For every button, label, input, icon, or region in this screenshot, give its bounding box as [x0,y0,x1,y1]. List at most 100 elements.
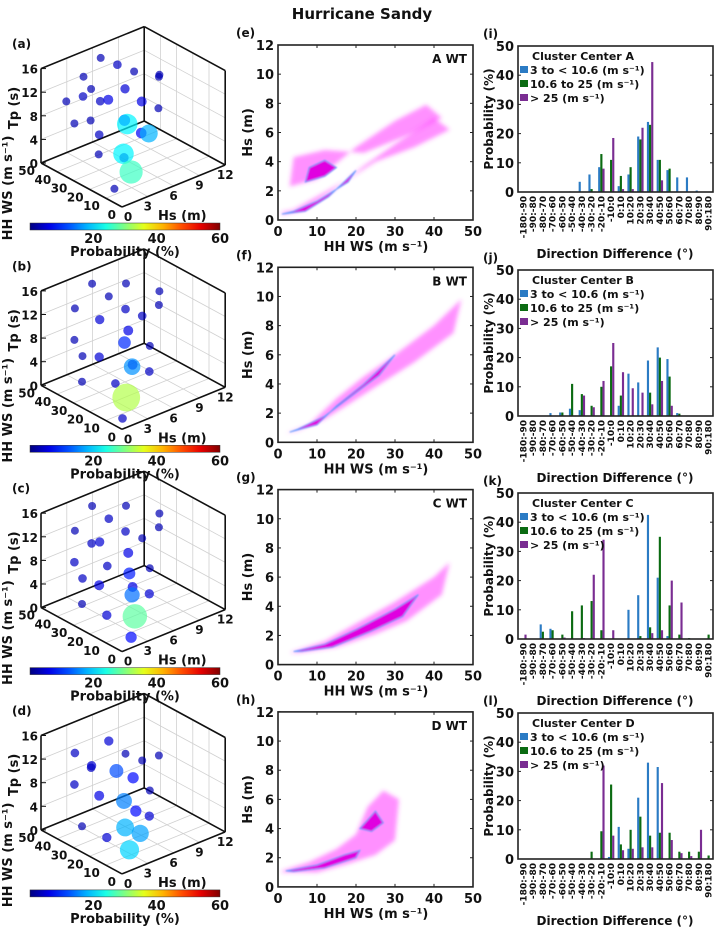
x-tick-label: -80:-70 [539,863,549,899]
legend-swatch [520,94,528,101]
bar-mid [668,168,671,192]
y-tick-label: 30 [496,98,514,113]
gridline [57,351,161,395]
ws-tick-label: 0 [108,875,116,889]
bubble [145,564,154,573]
gridline [73,360,177,404]
bar-high [660,783,664,859]
bar-mid [610,159,613,192]
legend-swatch [520,290,528,297]
y-tick-label: 6 [265,571,274,586]
x-tick-label: 20 [347,447,365,462]
tp-axis-label: Tp (s) [7,531,22,573]
box-edge [40,692,145,737]
ws-tick-label: 50 [18,609,35,623]
bubble [103,94,114,105]
bubble [124,587,140,603]
box-edge [40,829,123,875]
x-tick-label: 40:50 [656,420,666,449]
x-tick-label: -20:-10 [597,196,607,232]
bar-mid [600,386,603,416]
y-tick-label: 40 [496,293,514,308]
x-tick-label: -50:-40 [568,196,578,232]
y-tick-label: 0 [265,436,274,451]
bar-mid [571,611,574,639]
y-tick-label: 8 [265,97,274,112]
tp-tick-label: 12 [21,86,38,100]
hs-tick-label: 3 [144,866,152,880]
bar-mid [600,154,603,192]
tp-tick-label: 4 [30,578,38,592]
x-tick-label: 40 [425,447,443,462]
weather-type-label: D WT [431,719,467,733]
bar-high [699,829,703,859]
x-tick-label: 70:80 [685,196,695,225]
bubble [139,124,158,143]
bubble [113,60,122,70]
ws-axis-label: HH WS (m s⁻¹) [1,136,16,241]
bubble [62,97,71,106]
bubble [94,790,105,801]
x-tick-label: -60:-50 [558,863,568,899]
bar-mid [561,412,564,416]
x-tick-label: -90:-80 [529,643,539,679]
hs-tick-label: 12 [217,168,234,182]
x-tick-label: -70:-60 [549,196,559,232]
bar-low [666,359,669,416]
bar-mid [600,831,603,859]
bar-mid [561,634,564,639]
y-tick-label: 10 [256,513,274,528]
panel-label: (i) [483,27,498,41]
bubble [78,92,88,101]
bubble [154,301,163,309]
gridline [144,763,226,809]
ws-tick-label: 10 [83,644,100,658]
box-edge [143,564,226,611]
bar-mid [619,395,622,416]
bar-low [656,577,659,639]
x-tick-label: -60:-50 [558,420,568,456]
tp-tick-label: 12 [21,531,38,545]
gridline [73,582,177,626]
x-tick-label: 60:70 [675,196,685,225]
colorbar-label: Probability (%) [70,912,180,927]
bar-low [676,413,679,416]
bar-high [651,633,654,639]
bubble [119,160,143,184]
bar-low [637,595,640,639]
x-tick-label: 10:20 [627,196,637,225]
y-tick-label: 12 [256,261,274,276]
bubble [116,793,132,809]
bubble [94,130,104,140]
x-axis-label: Direction Difference (°) [537,694,694,708]
bar-low [637,797,640,859]
bubble [138,756,147,765]
box-edge [40,606,123,653]
x-tick-label: 0 [273,225,282,240]
legend-swatch [520,304,528,311]
bar-low [666,170,669,192]
y-tick-label: 40 [496,516,514,531]
ws-axis-label: HH WS (m s⁻¹) [1,580,16,685]
y-tick-label: 40 [496,736,514,751]
x-tick-label: -180:-90 [519,863,529,905]
panel-label: (l) [483,694,498,708]
y-tick-label: 12 [256,706,274,721]
x-tick-label: -40:-30 [578,420,588,456]
colorbar-tick-label: 40 [148,454,166,469]
box-edge [121,386,226,431]
x-tick-label: 0 [273,892,282,907]
density-core [285,849,361,873]
panel-label: (c) [12,482,30,496]
bar-low [646,514,650,639]
colorbar-label: Probability (%) [70,690,180,705]
x-tick-label: -40:-30 [578,643,588,679]
bar-mid [629,167,632,192]
hs-axis-label: Hs (m) [158,876,207,891]
x-tick-label: 50 [464,447,482,462]
bar-high [612,343,615,416]
x-tick-label: 20:30 [636,196,646,225]
x-tick-label: -20:-10 [597,420,607,456]
bar-low [549,413,552,416]
ws-tick-label: 30 [51,182,68,196]
